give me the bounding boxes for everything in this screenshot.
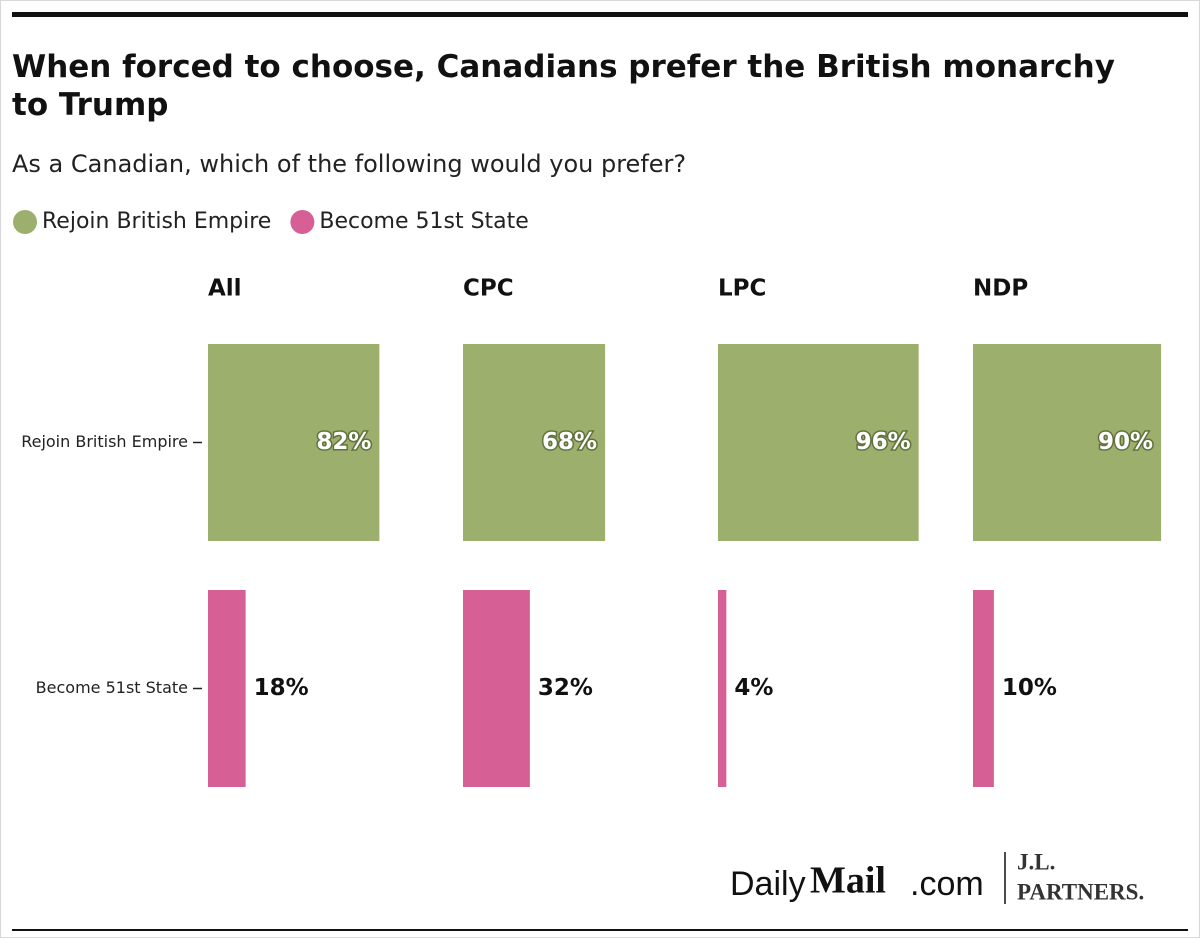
source-com: .com bbox=[910, 865, 984, 903]
bar bbox=[973, 344, 1162, 541]
bar bbox=[973, 590, 994, 787]
legend-swatch bbox=[13, 210, 37, 234]
source-mail: Mail bbox=[810, 860, 886, 902]
value-label: 18% bbox=[254, 675, 309, 701]
value-label: 82% bbox=[316, 429, 371, 455]
bar bbox=[463, 590, 530, 787]
source-daily: Daily bbox=[730, 865, 806, 903]
value-label: 4% bbox=[734, 675, 773, 701]
panel-title: CPC bbox=[463, 276, 514, 302]
source-partner: PARTNERS. bbox=[1017, 879, 1144, 904]
source-partner: J.L. bbox=[1017, 849, 1055, 874]
y-tick-label: Become 51st State bbox=[36, 678, 188, 697]
panel-title: NDP bbox=[973, 276, 1028, 302]
legend-label: Become 51st State bbox=[319, 209, 528, 234]
bar bbox=[718, 344, 919, 541]
value-label: 90% bbox=[1098, 429, 1153, 455]
top-rule bbox=[12, 12, 1188, 17]
value-label: 68% bbox=[542, 429, 597, 455]
legend-label: Rejoin British Empire bbox=[42, 209, 271, 234]
value-label: 96% bbox=[856, 429, 911, 455]
chart-subtitle: As a Canadian, which of the following wo… bbox=[12, 150, 686, 178]
value-label: 32% bbox=[538, 675, 593, 701]
y-tick-label: Rejoin British Empire bbox=[21, 432, 188, 451]
bar bbox=[208, 344, 380, 541]
chart-title: When forced to choose, Canadians prefer … bbox=[12, 49, 1115, 123]
panel-title: LPC bbox=[718, 276, 766, 302]
bar bbox=[718, 590, 727, 787]
bar bbox=[463, 344, 606, 541]
bottom-rule bbox=[12, 929, 1188, 931]
bar bbox=[208, 590, 246, 787]
value-label: 10% bbox=[1002, 675, 1057, 701]
title-box: When forced to choose, Canadians prefer … bbox=[12, 49, 1115, 123]
panel-title: All bbox=[208, 276, 242, 302]
legend-swatch bbox=[290, 210, 315, 234]
